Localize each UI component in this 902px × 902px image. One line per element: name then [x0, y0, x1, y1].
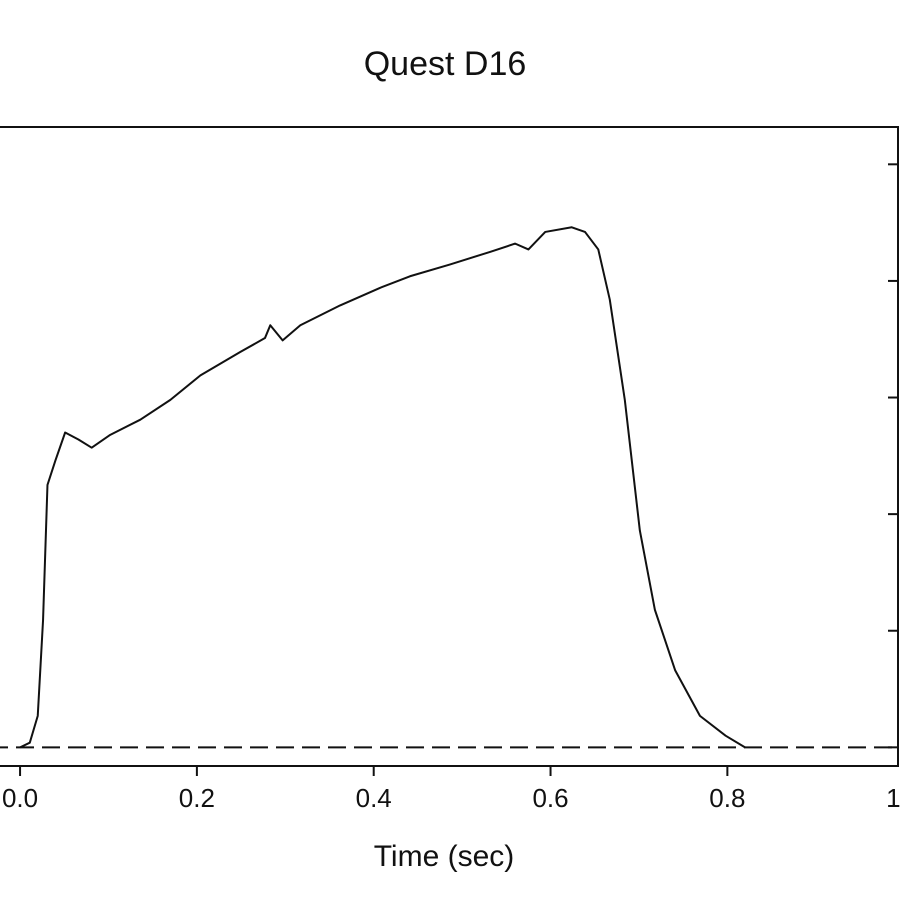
x-tick-label: 0.8	[709, 783, 745, 813]
x-tick-label: 0.4	[356, 783, 392, 813]
x-tick-label: 0.2	[179, 783, 215, 813]
plot-frame	[0, 126, 899, 767]
x-tick-label: 1.0	[886, 783, 902, 813]
data-line	[19, 226, 746, 749]
x-axis-label: Time (sec)	[374, 840, 515, 873]
chart-title: Quest D16	[364, 45, 527, 83]
x-tick-label: 0.0	[2, 783, 38, 813]
x-tick-label: 0.6	[532, 783, 568, 813]
